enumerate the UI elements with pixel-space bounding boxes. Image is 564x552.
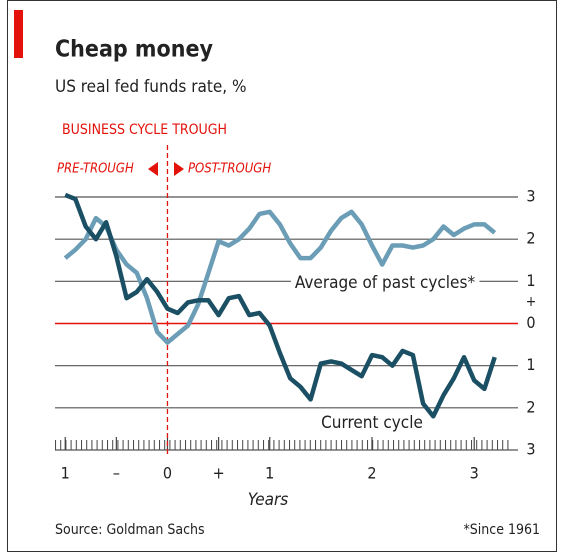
chart-subtitle: US real fed funds rate, % <box>55 77 247 97</box>
series-line <box>64 192 497 419</box>
y-tick-label: 2 <box>526 397 535 416</box>
y-tick-label: 2 <box>526 229 535 248</box>
y-tick-label: 3 <box>526 187 535 206</box>
footnote: *Since 1961 <box>463 522 540 538</box>
y-tick-label: 0 <box>526 313 535 332</box>
series-label: Current cycle <box>321 413 423 433</box>
x-tick-label: 3 <box>470 464 479 483</box>
y-sign-label: + <box>526 294 537 310</box>
arrow-left <box>148 162 158 176</box>
arrow-right <box>174 162 184 176</box>
x-tick-label: – <box>113 464 120 483</box>
x-axis-label: Years <box>248 490 289 510</box>
label-bg <box>317 413 427 433</box>
label-bg <box>290 273 480 293</box>
marker-label: BUSINESS CYCLE TROUGH <box>62 122 227 138</box>
red-tag <box>14 10 23 58</box>
y-tick-label: 3 <box>526 440 535 459</box>
post-label: POST-TROUGH <box>188 162 271 177</box>
x-tick-label: 2 <box>367 464 376 483</box>
x-tick-label: + <box>213 464 225 483</box>
y-tick-label: 1 <box>526 355 535 374</box>
chart-title: Cheap money <box>55 37 213 63</box>
x-tick-label: 1 <box>61 464 70 483</box>
x-tick-label: 1 <box>265 464 274 483</box>
source: Source: Goldman Sachs <box>55 522 205 538</box>
series-label: Average of past cycles* <box>295 273 476 293</box>
pre-label: PRE-TROUGH <box>57 162 134 177</box>
series-line <box>63 209 497 345</box>
y-tick-label: 1 <box>526 271 535 290</box>
x-tick-label: 0 <box>163 464 172 483</box>
minor-ticks <box>55 440 510 450</box>
